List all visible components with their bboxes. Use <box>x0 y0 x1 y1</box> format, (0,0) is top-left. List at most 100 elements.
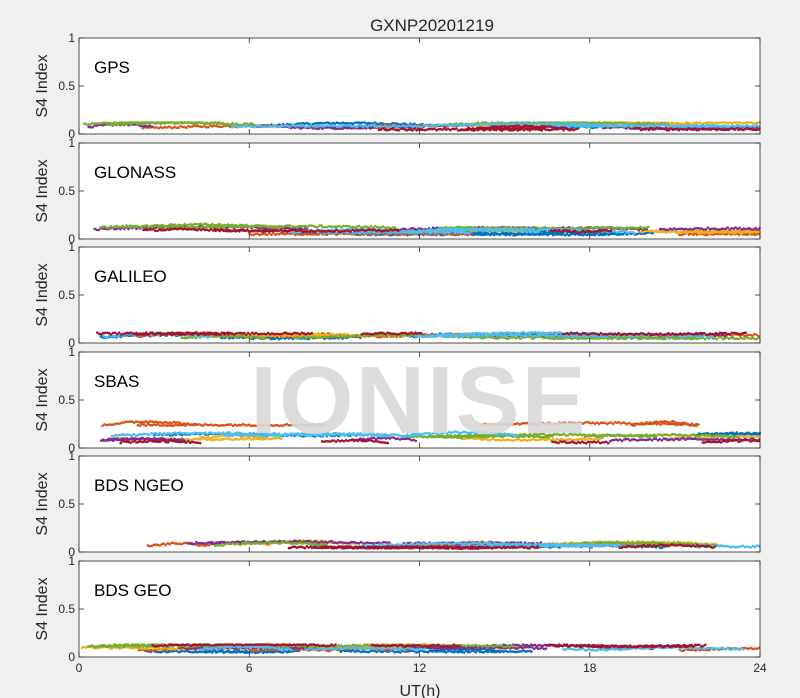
data-point <box>317 121 321 125</box>
data-point <box>628 127 632 130</box>
data-point <box>724 121 728 124</box>
data-point <box>397 229 400 232</box>
data-point <box>544 231 548 234</box>
data-point <box>708 121 712 124</box>
data-point <box>425 230 429 233</box>
data-point <box>528 233 532 236</box>
data-point <box>363 121 367 124</box>
data-point <box>562 128 565 132</box>
data-point <box>722 121 726 124</box>
data-point <box>199 125 202 128</box>
data-point <box>726 226 729 229</box>
data-point <box>673 122 677 126</box>
data-point <box>734 121 738 124</box>
data-point <box>652 122 655 125</box>
data-point <box>317 127 320 131</box>
data-point <box>567 229 571 232</box>
data-point <box>153 126 156 129</box>
data-point <box>369 121 373 125</box>
y-tick-label: 1 <box>68 136 75 150</box>
data-point <box>361 121 365 124</box>
data-point <box>95 124 98 127</box>
data-point <box>203 124 206 128</box>
data-point <box>175 126 178 130</box>
y-tick-label: 1 <box>68 31 75 45</box>
data-point <box>467 231 471 235</box>
data-point <box>704 121 708 125</box>
data-point <box>489 233 492 237</box>
data-point <box>177 126 180 129</box>
data-point <box>704 228 708 231</box>
data-point <box>736 121 740 124</box>
data-point <box>155 126 158 129</box>
data-point <box>331 121 335 125</box>
y-axis-label: S4 Index <box>34 159 51 222</box>
data-point <box>693 121 696 125</box>
data-point <box>428 125 432 128</box>
data-point <box>329 126 332 130</box>
data-point <box>570 127 574 131</box>
data-point <box>234 124 238 127</box>
plot-area <box>79 247 760 343</box>
data-point <box>752 122 756 125</box>
data-point <box>187 124 190 128</box>
data-point <box>216 125 220 128</box>
data-point <box>337 121 341 125</box>
data-point <box>573 229 577 232</box>
data-point <box>325 121 329 124</box>
data-point <box>189 125 192 129</box>
data-point <box>345 121 349 125</box>
data-point <box>313 122 317 125</box>
data-point <box>101 124 104 127</box>
data-point <box>403 122 406 125</box>
data-point <box>379 121 382 125</box>
data-point <box>495 227 499 230</box>
data-point <box>321 122 325 125</box>
y-tick-label: 0.5 <box>58 184 75 198</box>
data-point <box>413 122 416 125</box>
data-point <box>181 125 184 129</box>
data-point <box>726 122 730 125</box>
data-point <box>355 125 359 129</box>
data-point <box>220 125 224 129</box>
data-point <box>305 121 309 125</box>
data-point <box>289 228 293 232</box>
data-point <box>301 121 305 125</box>
data-point <box>730 122 734 125</box>
data-point <box>723 334 727 338</box>
data-point <box>757 125 760 128</box>
data-point <box>393 226 397 229</box>
data-point <box>157 127 160 130</box>
data-point <box>173 125 176 129</box>
data-point <box>297 122 301 125</box>
data-points <box>83 121 762 132</box>
data-point <box>714 121 718 124</box>
data-point <box>159 125 162 129</box>
data-point <box>373 121 376 124</box>
data-point <box>331 126 334 130</box>
data-point <box>357 121 361 124</box>
data-point <box>349 230 353 233</box>
plot-area <box>79 38 760 134</box>
data-point <box>197 124 200 128</box>
data-point <box>323 121 327 125</box>
data-point <box>681 122 685 126</box>
data-point <box>748 121 752 124</box>
data-point <box>195 124 198 128</box>
data-point <box>508 233 512 237</box>
data-point <box>307 122 311 126</box>
data-point <box>669 122 673 125</box>
data-point <box>409 122 412 125</box>
data-point <box>169 126 172 129</box>
data-point <box>696 121 700 125</box>
data-point <box>351 122 355 125</box>
data-point <box>540 233 544 236</box>
data-point <box>319 121 323 125</box>
data-point <box>619 232 622 236</box>
data-point <box>339 122 343 125</box>
data-point <box>335 228 339 232</box>
data-point <box>179 124 182 128</box>
data-point <box>732 121 736 124</box>
data-point <box>171 126 174 130</box>
